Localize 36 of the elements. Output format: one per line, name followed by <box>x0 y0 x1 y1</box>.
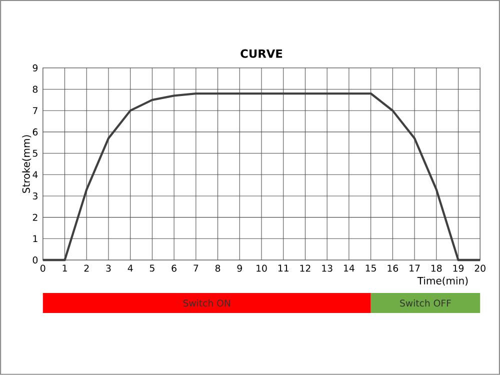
y-tick-label: 7 <box>33 107 38 114</box>
x-tick-label: 17 <box>410 264 420 272</box>
x-tick-label: 2 <box>84 264 89 272</box>
chart-title: CURVE <box>240 49 282 58</box>
x-tick-label: 14 <box>344 264 354 272</box>
x-tick-label: 11 <box>278 264 288 272</box>
series-label: Switch OFF <box>400 299 451 307</box>
y-tick-label: 1 <box>33 235 38 242</box>
x-tick-label: 1 <box>62 264 67 272</box>
y-tick-label: 9 <box>32 64 38 72</box>
x-tick-label: 13 <box>322 264 332 272</box>
y-tick-label: 2 <box>32 214 38 221</box>
x-tick-label: 7 <box>194 264 198 272</box>
y-tick-label: 8 <box>32 86 38 93</box>
y-tick-label: 4 <box>32 171 38 178</box>
x-tick-label: 15 <box>366 264 376 272</box>
x-tick-label: 9 <box>237 264 242 272</box>
series-label: Switch ON <box>183 299 230 307</box>
x-tick-label: 20 <box>474 264 486 272</box>
y-tick-label: 0 <box>32 256 38 264</box>
x-tick-label: 6 <box>172 264 176 272</box>
x-tick-label: 19 <box>453 264 464 272</box>
x-tick-label: 8 <box>215 264 220 272</box>
x-tick-label: 16 <box>388 264 398 272</box>
y-tick-label: 6 <box>32 128 38 136</box>
x-tick-label: 18 <box>431 264 442 272</box>
x-axis-title: Time(min) <box>417 276 468 286</box>
x-tick-label: 4 <box>128 264 133 272</box>
x-tick-label: 0 <box>40 264 46 272</box>
y-axis-title: Stroke(mm) <box>22 135 32 193</box>
y-tick-label: 3 <box>32 192 38 200</box>
x-tick-label: 5 <box>150 264 154 272</box>
x-tick-label: 3 <box>106 264 111 272</box>
x-tick-label: 12 <box>300 264 310 272</box>
x-tick-label: 10 <box>256 264 267 272</box>
y-tick-label: 5 <box>32 150 38 157</box>
